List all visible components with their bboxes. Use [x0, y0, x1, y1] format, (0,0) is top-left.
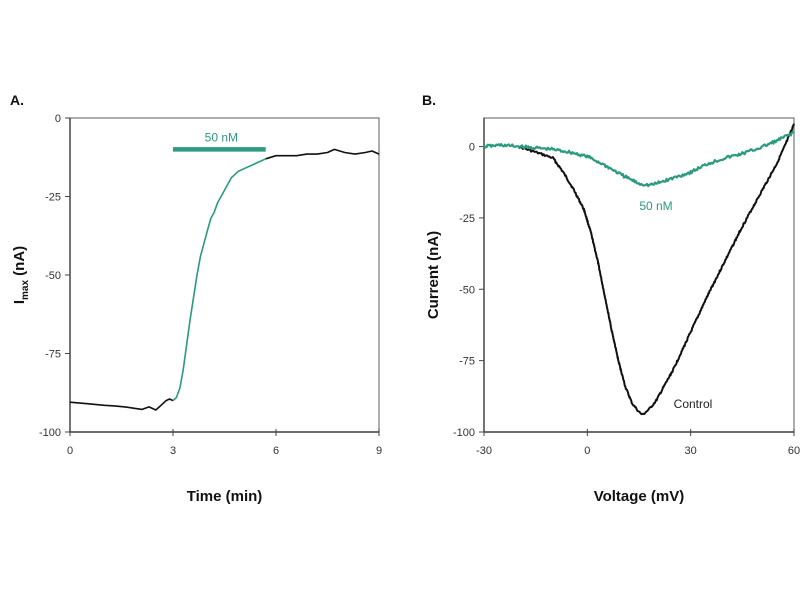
x-tick-label: 0: [584, 445, 590, 457]
series-line-control: [518, 123, 795, 416]
y-axis-title-subscript: max: [20, 280, 31, 300]
plot-frame: [483, 117, 795, 433]
panel-label: A.: [10, 92, 24, 108]
series-line-baseline: [69, 398, 174, 411]
y-tick-label: -25: [459, 213, 475, 225]
panel-a: A. 0 -25 -50 -75 -100 0 3 6 9 Time (min) Imax (nA) 5…: [10, 92, 382, 505]
y-tick-label: -75: [45, 349, 61, 361]
y-tick-label: -100: [39, 427, 61, 439]
y-tick-label: -25: [45, 192, 61, 204]
panel-label: B.: [422, 92, 436, 108]
y-axis-title-main: I: [11, 300, 28, 304]
x-axis-title: Voltage (mV): [594, 488, 685, 505]
x-tick-label: -30: [476, 445, 492, 457]
y-axis-title-unit: (nA): [11, 246, 28, 280]
drug-application-label: 50 nM: [205, 130, 238, 144]
y-axis-title: Imax (nA): [11, 246, 31, 304]
y-tick-label: -50: [45, 270, 61, 282]
series-label-50nm: 50 nM: [639, 199, 672, 213]
y-axis-title: Current (nA): [425, 231, 442, 319]
x-tick-label: 60: [788, 445, 800, 457]
x-tick-label: 9: [376, 445, 382, 457]
y-tick-label: -75: [459, 356, 475, 368]
panel-b: B. 0 -25 -50 -75 -100-30 0 30 60 Voltage (mV) Curr…: [422, 92, 800, 505]
plot-frame: [69, 117, 380, 433]
series-line-50-nm-application: [172, 158, 267, 402]
series-label-control: Control: [674, 397, 713, 411]
series-line-50-nm: [483, 130, 795, 188]
y-tick-label: 0: [55, 113, 61, 125]
x-axis-title: Time (min): [187, 488, 263, 505]
y-tick-label: -50: [459, 284, 475, 296]
x-tick-label: 3: [170, 445, 176, 457]
y-tick-label: 0: [469, 142, 475, 154]
series-line-washout: [265, 148, 380, 160]
x-tick-label: 6: [273, 445, 279, 457]
x-tick-label: 0: [67, 445, 73, 457]
x-tick-label: 30: [685, 445, 697, 457]
y-tick-label: -100: [453, 427, 475, 439]
